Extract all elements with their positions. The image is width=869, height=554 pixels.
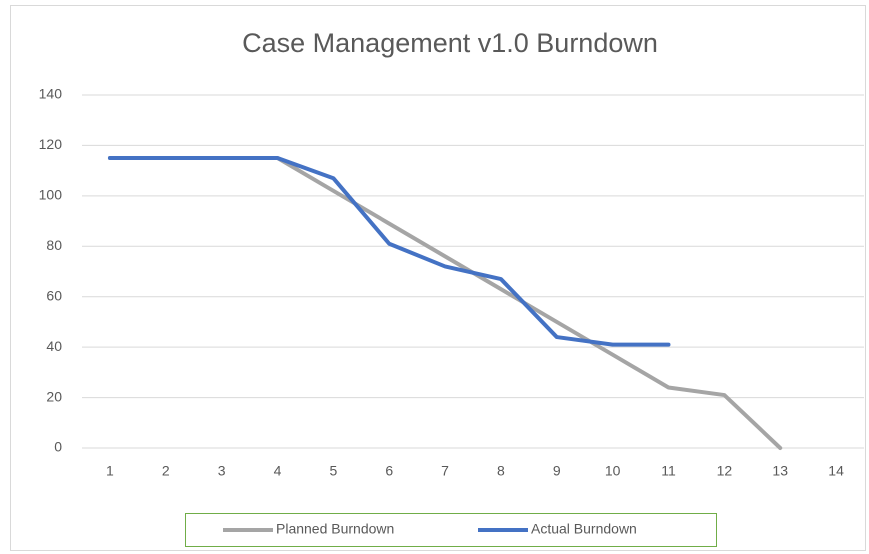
- y-tick-label: 140: [39, 86, 63, 102]
- x-tick-label: 7: [441, 463, 449, 479]
- legend-box: [185, 513, 717, 547]
- x-tick-label: 10: [605, 463, 621, 479]
- y-tick-label: 0: [54, 439, 62, 455]
- chart-frame: [10, 5, 866, 551]
- x-tick-label: 13: [772, 463, 788, 479]
- chart-title: Case Management v1.0 Burndown: [242, 28, 658, 58]
- x-tick-label: 11: [661, 463, 676, 479]
- x-tick-label: 3: [218, 463, 226, 479]
- x-tick-label: 8: [497, 463, 505, 479]
- legend-label: Planned Burndown: [276, 521, 394, 537]
- x-tick-label: 14: [828, 463, 844, 479]
- y-tick-label: 60: [46, 287, 62, 303]
- x-tick-label: 2: [162, 463, 170, 479]
- x-tick-label: 9: [553, 463, 561, 479]
- y-tick-label: 80: [46, 237, 62, 253]
- y-tick-label: 40: [46, 338, 62, 354]
- y-tick-label: 20: [46, 388, 62, 404]
- x-tick-label: 12: [717, 463, 733, 479]
- x-tick-label: 1: [106, 463, 114, 479]
- x-tick-label: 4: [274, 463, 282, 479]
- y-tick-label: 120: [39, 136, 63, 152]
- legend-label: Actual Burndown: [531, 521, 637, 537]
- x-tick-label: 6: [385, 463, 393, 479]
- series-line: [107, 156, 671, 347]
- y-tick-label: 100: [39, 187, 63, 203]
- x-tick-label: 5: [329, 463, 337, 479]
